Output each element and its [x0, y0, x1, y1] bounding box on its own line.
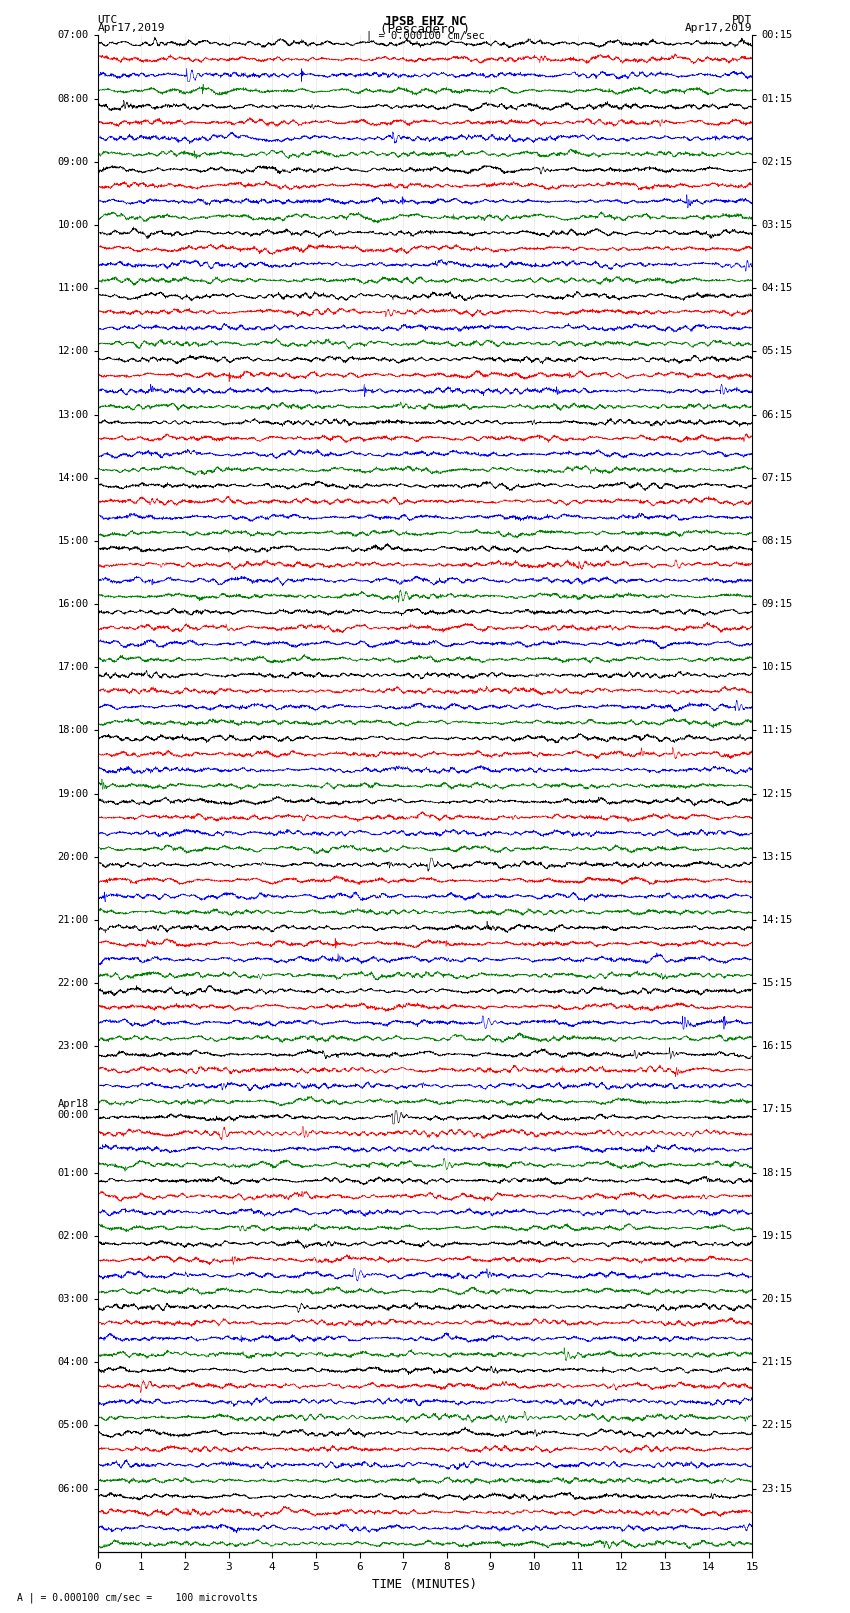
Text: PDT: PDT — [732, 16, 752, 26]
Text: Apr17,2019: Apr17,2019 — [98, 23, 165, 32]
Text: (Pescadero ): (Pescadero ) — [380, 23, 470, 35]
Text: JPSB EHZ NC: JPSB EHZ NC — [383, 16, 467, 29]
Text: A | = 0.000100 cm/sec =    100 microvolts: A | = 0.000100 cm/sec = 100 microvolts — [17, 1592, 258, 1603]
Text: | = 0.000100 cm/sec: | = 0.000100 cm/sec — [366, 31, 484, 42]
Text: Apr17,2019: Apr17,2019 — [685, 23, 752, 32]
Text: UTC: UTC — [98, 16, 118, 26]
X-axis label: TIME (MINUTES): TIME (MINUTES) — [372, 1578, 478, 1590]
